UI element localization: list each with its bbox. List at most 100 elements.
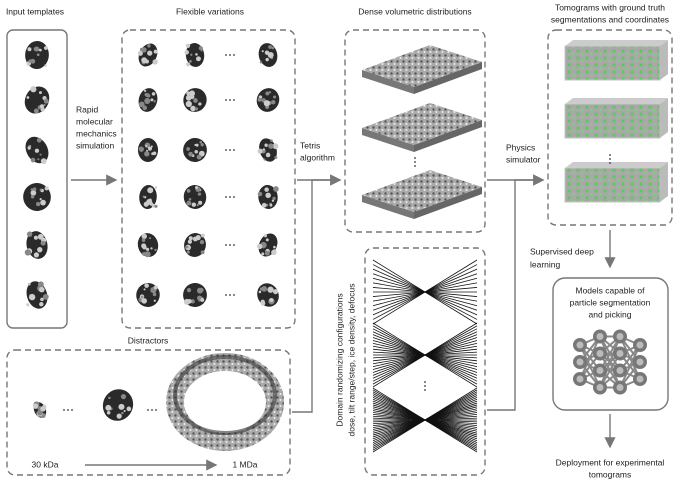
slab-side: [362, 128, 414, 152]
network-node-core: [636, 375, 644, 383]
ellipsis-dot: [229, 244, 231, 246]
molecule-detail: [194, 107, 199, 111]
molecule-detail: [188, 90, 196, 97]
molecule-detail: [30, 188, 34, 191]
header: Input templates: [6, 6, 64, 16]
molecule-detail: [27, 146, 31, 150]
slab-top: [362, 170, 482, 212]
molecule: [256, 233, 278, 257]
size-label: 1 MDa: [232, 459, 257, 469]
tilt-ray: [372, 322, 478, 388]
molecule-detail: [150, 247, 153, 250]
molecule-detail: [153, 299, 156, 302]
molecule-detail: [137, 50, 143, 56]
molecule-detail: [256, 243, 263, 250]
molecule-detail: [260, 301, 266, 306]
molecule-detail: [39, 198, 42, 201]
step-label: Rapid: [76, 104, 98, 114]
network-node-core: [616, 384, 624, 391]
molecule-detail: [40, 240, 46, 246]
molecule-detail: [196, 56, 201, 62]
molecule-detail: [265, 238, 269, 242]
molecule-detail: [153, 100, 156, 103]
network-node-core: [616, 333, 624, 340]
molecule-detail: [261, 286, 268, 292]
molecule-detail: [26, 96, 30, 99]
molecule-detail: [200, 233, 205, 238]
molecule-detail: [274, 156, 278, 160]
molecule: [137, 43, 158, 67]
molecule-detail: [44, 186, 49, 191]
molecule-detail: [272, 289, 279, 295]
molecule-detail: [141, 233, 147, 239]
molecule-detail: [154, 248, 157, 252]
molecule-detail: [199, 239, 205, 245]
molecule: [258, 43, 278, 67]
molecule-detail: [187, 298, 192, 304]
network-node-core: [596, 367, 604, 374]
molecule-detail: [152, 59, 158, 65]
molecule-detail: [141, 47, 147, 53]
molecule-detail: [146, 93, 151, 98]
step-label: simulator: [506, 154, 541, 164]
molecule-detail: [30, 194, 35, 199]
step-label: simulation: [76, 140, 115, 150]
molecule-detail: [42, 404, 47, 409]
molecule-detail: [38, 48, 42, 52]
molecule: [136, 283, 160, 307]
molecule: [139, 185, 158, 209]
molecule: [25, 41, 49, 69]
ellipsis-dot: [67, 409, 69, 411]
molecule: [184, 233, 206, 257]
network-edge: [579, 336, 601, 380]
slab-side: [414, 62, 482, 94]
molecule-detail: [191, 202, 197, 207]
molecule-detail: [32, 187, 37, 191]
slab-top: [362, 103, 482, 145]
molecule-detail: [144, 89, 147, 93]
molecule-detail: [33, 235, 38, 240]
molecule-detail: [144, 283, 149, 288]
molecule-detail: [24, 249, 32, 256]
arrow: [487, 174, 545, 411]
tomogram-top: [565, 40, 668, 46]
ellipsis-dot: [229, 149, 231, 151]
ellipsis-dot: [225, 149, 227, 151]
molecule-detail: [200, 298, 205, 302]
molecule-detail: [153, 285, 158, 290]
step-label: Physics: [506, 142, 535, 152]
molecule-detail: [195, 185, 199, 189]
network-node-core: [576, 341, 584, 349]
molecule-detail: [154, 204, 158, 208]
molecule-detail: [272, 143, 279, 150]
ellipsis-dot: [229, 99, 231, 101]
size-label: 30 kDa: [32, 459, 59, 469]
molecule-detail: [40, 199, 46, 206]
molecule-detail: [267, 286, 274, 293]
molecule-detail: [151, 92, 156, 96]
molecule-detail: [39, 91, 42, 95]
molecule-detail: [108, 396, 111, 400]
molecule-detail: [190, 299, 195, 304]
molecule-detail: [186, 91, 190, 95]
molecule-detail: [199, 287, 204, 293]
header: segmentations and coordinates: [551, 14, 669, 24]
molecule-body: [183, 185, 207, 209]
molecule-detail: [187, 239, 193, 244]
ellipsis-dot: [233, 196, 235, 198]
molecule-detail: [271, 249, 277, 256]
ellipsis-dot: [225, 244, 227, 246]
molecule-detail: [28, 59, 32, 63]
molecule-detail: [271, 199, 275, 202]
molecule-detail: [32, 403, 39, 409]
molecule: [256, 88, 280, 112]
distractor-ring: [166, 353, 284, 451]
molecule: [26, 281, 49, 309]
tomogram-slab: [564, 167, 661, 203]
molecule-detail: [152, 292, 157, 297]
molecule-detail: [265, 91, 270, 96]
molecule-detail: [264, 250, 270, 256]
molecule-detail: [123, 409, 126, 413]
molecule-detail: [35, 201, 41, 207]
